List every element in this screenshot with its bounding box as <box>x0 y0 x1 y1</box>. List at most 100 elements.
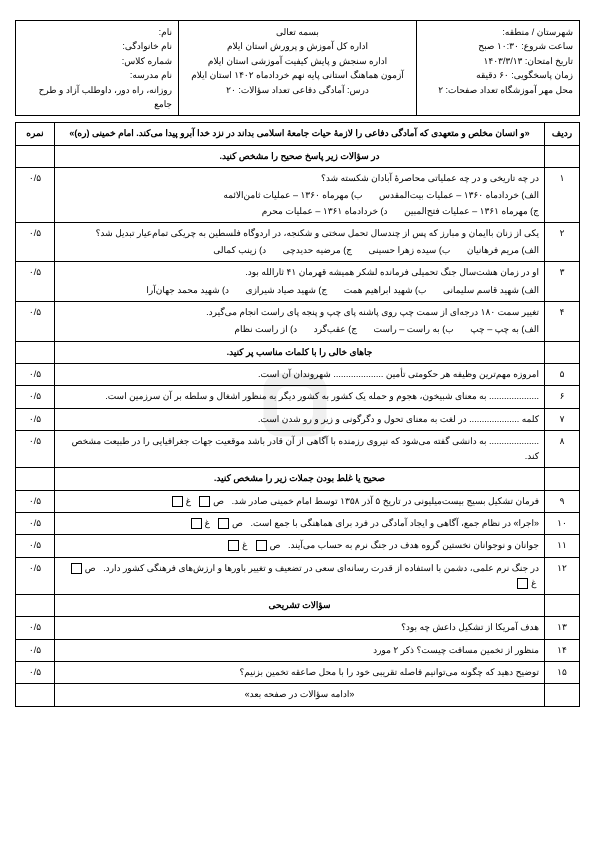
section-4-head: سؤالات تشریحی <box>55 595 545 617</box>
q-text: جوانان و نوجوانان نخستین گروه هدف در جنگ… <box>288 540 539 550</box>
header-right: شهرستان / منطقه: ساعت شروع: ۱۰:۳۰ صبح تا… <box>416 21 579 115</box>
opt-a[interactable]: الف) شهید قاسم سلیمانی <box>443 283 539 298</box>
q-text: در چه تاریخی و در چه عملیاتی محاصرۀ آباد… <box>60 171 539 186</box>
false-label: غ <box>531 578 536 588</box>
true-label: ص <box>85 563 96 573</box>
q-num: ۴ <box>545 302 580 342</box>
subject-count: درس: آمادگی دفاعی تعداد سؤالات: ۲۰ <box>185 83 410 97</box>
question-row: ۱۲ در جنگ نرم علمی، دشمن با استفاده از ق… <box>16 557 580 595</box>
opt-d[interactable]: د) شهید محمد جهان‌آرا <box>146 283 229 298</box>
q-score: ۰/۵ <box>16 535 55 557</box>
opt-c[interactable]: ج) مهرماه ۱۳۶۱ – عملیات فتح‌المبین <box>404 204 539 219</box>
q-num: ۱۰ <box>545 512 580 534</box>
true-checkbox[interactable] <box>71 563 82 574</box>
question-row: ۱۴ منظور از تخمین مسافت چیست؟ ذکر ۲ مورد… <box>16 639 580 661</box>
q-text: کلمه .................... در لغت به معنا… <box>55 408 545 430</box>
q-text: «اجرا» در نظام جمع، آگاهی و ایجاد آمادگی… <box>250 518 539 528</box>
question-row: ۳ او در زمان هشت‌سال جنگ تحمیلی فرمانده … <box>16 262 580 302</box>
q-text: امروزه مهم‌ترین وظیفه هر حکومتی تأمین ..… <box>55 363 545 385</box>
question-row: ۴ تغییر سمت ۱۸۰ درجه‌ای از سمت چپ روی پا… <box>16 302 580 342</box>
family-label: نام خانوادگی: <box>22 39 172 53</box>
opt-b[interactable]: ب) شهید ابراهیم همت <box>344 283 427 298</box>
false-checkbox[interactable] <box>228 540 239 551</box>
true-label: ص <box>213 496 224 506</box>
true-label: ص <box>232 518 243 528</box>
q-num: ۱۵ <box>545 662 580 684</box>
q-num: ۶ <box>545 386 580 408</box>
question-row: ۶ .................... به معنای شبیخون، … <box>16 386 580 408</box>
bismillah: بسمه تعالی <box>185 25 410 39</box>
col-row-head: ردیف <box>545 123 580 145</box>
q-num: ۱ <box>545 167 580 222</box>
question-row: ۲ یکی از زنان باایمان و مبارز که پس از چ… <box>16 222 580 262</box>
opt-b[interactable]: ب) به راست – راست <box>374 322 454 337</box>
q-text: یکی از زنان باایمان و مبارز که پس از چند… <box>60 226 539 241</box>
start-time: ساعت شروع: ۱۰:۳۰ صبح <box>423 39 573 53</box>
opt-b[interactable]: ب) سیده زهرا حسینی <box>369 243 451 258</box>
q-score: ۰/۵ <box>16 167 55 222</box>
opt-a[interactable]: الف) مریم فرهانیان <box>467 243 539 258</box>
header-left: نام: نام خانوادگی: شماره کلاس: نام مدرسه… <box>16 21 178 115</box>
q-score: ۰/۵ <box>16 262 55 302</box>
opt-d[interactable]: د) زینب کمالی <box>213 243 266 258</box>
q-num: ۱۴ <box>545 639 580 661</box>
question-row: ۱۵ توضیح دهید که چگونه می‌توانیم فاصله ت… <box>16 662 580 684</box>
q-score: ۰/۵ <box>16 490 55 512</box>
org-line1: اداره کل آموزش و پرورش استان ایلام <box>185 39 410 53</box>
q-score: ۰/۵ <box>16 408 55 430</box>
header-center: بسمه تعالی اداره کل آموزش و پرورش استان … <box>178 21 416 115</box>
place-pages: محل مهر آموزشگاه تعداد صفحات: ۲ <box>423 83 573 97</box>
false-checkbox[interactable] <box>191 518 202 529</box>
question-row: ۹ فرمان تشکیل بسیج بیست‌میلیونی در تاریخ… <box>16 490 580 512</box>
q-score: ۰/۵ <box>16 662 55 684</box>
q-score: ۰/۵ <box>16 302 55 342</box>
q-num: ۵ <box>545 363 580 385</box>
true-checkbox[interactable] <box>256 540 267 551</box>
type-label: روزانه، راه دور، داوطلب آزاد و طرح جامع <box>22 83 172 112</box>
question-row: ۸ .................... به دانشی گفته می‌… <box>16 430 580 468</box>
q-text: توضیح دهید که چگونه می‌توانیم فاصله تقری… <box>55 662 545 684</box>
col-score-head: نمره <box>16 123 55 145</box>
school-label: نام مدرسه: <box>22 68 172 82</box>
opt-c[interactable]: ج) عقب‌گرد <box>314 322 357 337</box>
q-text: تغییر سمت ۱۸۰ درجه‌ای از سمت چپ روی پاشن… <box>60 305 539 320</box>
q-score: ۰/۵ <box>16 386 55 408</box>
true-checkbox[interactable] <box>218 518 229 529</box>
question-row: ۵ امروزه مهم‌ترین وظیفه هر حکومتی تأمین … <box>16 363 580 385</box>
q-text: او در زمان هشت‌سال جنگ تحمیلی فرمانده لش… <box>60 265 539 280</box>
q-score: ۰/۵ <box>16 617 55 639</box>
q-text: .................... به دانشی گفته می‌شو… <box>55 430 545 468</box>
q-text: فرمان تشکیل بسیج بیست‌میلیونی در تاریخ ۵… <box>232 496 539 506</box>
org-line2: اداره سنجش و پایش کیفیت آموزشی استان ایل… <box>185 54 410 68</box>
opt-a[interactable]: الف) خردادماه ۱۳۶۰ – عملیات بیت‌المقدس <box>379 188 539 203</box>
question-row: ۱ در چه تاریخی و در چه عملیاتی محاصرۀ آب… <box>16 167 580 222</box>
q-num: ۲ <box>545 222 580 262</box>
opt-c[interactable]: ج) مرضیه حدیدچی <box>283 243 352 258</box>
q-score: ۰/۵ <box>16 639 55 661</box>
city-label: شهرستان / منطقه: <box>423 25 573 39</box>
name-label: نام: <box>22 25 172 39</box>
opt-a[interactable]: الف) به چپ – چپ <box>470 322 539 337</box>
q-score: ۰/۵ <box>16 363 55 385</box>
q-score: ۰/۵ <box>16 222 55 262</box>
duration: زمان پاسخگویی: ۶۰ دقیقه <box>423 68 573 82</box>
q-score: ۰/۵ <box>16 512 55 534</box>
false-checkbox[interactable] <box>172 496 183 507</box>
opt-d[interactable]: د) از راست نظام <box>234 322 297 337</box>
q-text: هدف آمریکا از تشکیل داعش چه بود؟ <box>55 617 545 639</box>
section-2-head: جاهای خالی را با کلمات مناسب پر کنید. <box>55 341 545 363</box>
exam-header: شهرستان / منطقه: ساعت شروع: ۱۰:۳۰ صبح تا… <box>15 20 580 116</box>
q-num: ۱۲ <box>545 557 580 595</box>
q-num: ۱۳ <box>545 617 580 639</box>
q-text: .................... به معنای شبیخون، هج… <box>55 386 545 408</box>
opt-c[interactable]: ج) شهید صیاد شیرازی <box>246 283 328 298</box>
exam-date: تاریخ امتحان: ۱۴۰۳/۳/۱۳ <box>423 54 573 68</box>
q-score: ۰/۵ <box>16 557 55 595</box>
opt-b[interactable]: ب) مهرماه ۱۳۶۰ – عملیات ثامن‌الائمه <box>223 188 362 203</box>
section-3-head: صحیح یا غلط بودن جملات زیر را مشخص کنید. <box>55 468 545 490</box>
q-num: ۹ <box>545 490 580 512</box>
true-checkbox[interactable] <box>199 496 210 507</box>
false-checkbox[interactable] <box>517 578 528 589</box>
opt-d[interactable]: د) خردادماه ۱۳۶۱ – عملیات محرم <box>262 204 388 219</box>
hadith-cell: «و انسان مخلص و متعهدی که آمادگی دفاعی ر… <box>55 123 545 145</box>
